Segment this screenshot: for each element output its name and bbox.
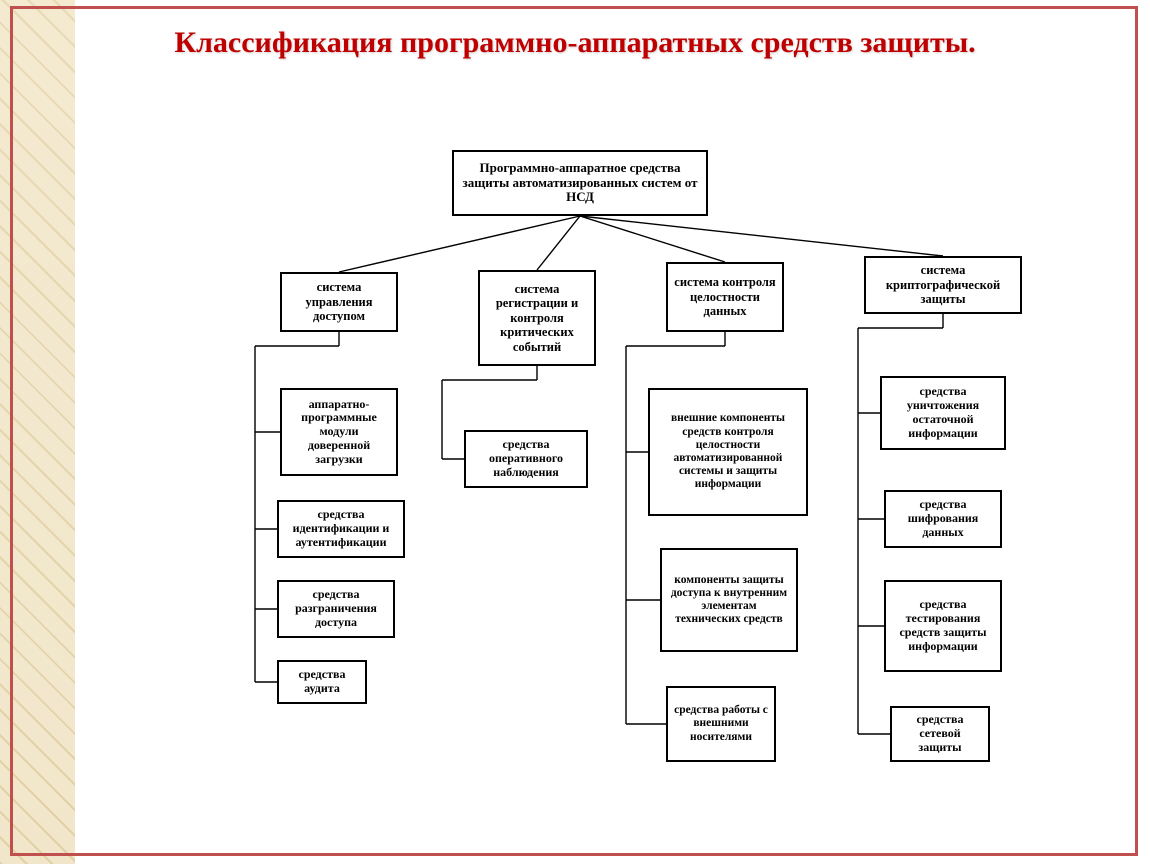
branch-0-child-3: средства аудита — [277, 660, 367, 704]
page-title: Классификация программно-аппаратных сред… — [0, 24, 1150, 62]
branch-2-child-2-label: средства работы с внешними носителями — [674, 704, 768, 744]
branch-0-child-2-label: средства разграничения доступа — [285, 588, 387, 629]
branch-3-child-2: средства тестирования средств защиты инф… — [884, 580, 1002, 672]
branch-3-child-2-label: средства тестирования средств защиты инф… — [892, 598, 994, 653]
branch-3-child-3: средства сетевой защиты — [890, 706, 990, 762]
branch-0-child-0: аппаратно-программные модули доверенной … — [280, 388, 398, 476]
branch-0-child-0-label: аппаратно-программные модули доверенной … — [288, 398, 390, 467]
branch-head-3: система криптографической защиты — [864, 256, 1022, 314]
branch-head-2-label: система контроля целостности данных — [674, 275, 776, 318]
root-node-label: Программно-аппаратное средства защиты ав… — [460, 161, 700, 206]
branch-0-child-3-label: средства аудита — [285, 668, 359, 696]
branch-2-child-0: внешние компоненты средств контроля цело… — [648, 388, 808, 516]
branch-3-child-0-label: средства уничтожения остаточной информац… — [888, 385, 998, 440]
branch-3-child-1: средства шифрования данных — [884, 490, 1002, 548]
branch-head-1-label: система регистрации и контроля критическ… — [486, 282, 588, 354]
branch-3-child-1-label: средства шифрования данных — [892, 498, 994, 539]
branch-2-child-1-label: компоненты защиты доступа к внутренним э… — [668, 574, 790, 627]
branch-head-0: система управления доступом — [280, 272, 398, 332]
branch-1-child-0: средства оперативного наблюдения — [464, 430, 588, 488]
branch-0-child-2: средства разграничения доступа — [277, 580, 395, 638]
branch-3-child-0: средства уничтожения остаточной информац… — [880, 376, 1006, 450]
branch-2-child-0-label: внешние компоненты средств контроля цело… — [656, 412, 800, 491]
branch-1-child-0-label: средства оперативного наблюдения — [472, 438, 580, 479]
branch-2-child-1: компоненты защиты доступа к внутренним э… — [660, 548, 798, 652]
branch-head-2: система контроля целостности данных — [666, 262, 784, 332]
branch-3-child-3-label: средства сетевой защиты — [898, 713, 982, 754]
branch-head-0-label: система управления доступом — [288, 280, 390, 323]
branch-2-child-2: средства работы с внешними носителями — [666, 686, 776, 762]
branch-head-1: система регистрации и контроля критическ… — [478, 270, 596, 366]
branch-0-child-1: средства идентификации и аутентификации — [277, 500, 405, 558]
root-node: Программно-аппаратное средства защиты ав… — [452, 150, 708, 216]
branch-0-child-1-label: средства идентификации и аутентификации — [285, 508, 397, 549]
branch-head-3-label: система криптографической защиты — [872, 263, 1014, 306]
